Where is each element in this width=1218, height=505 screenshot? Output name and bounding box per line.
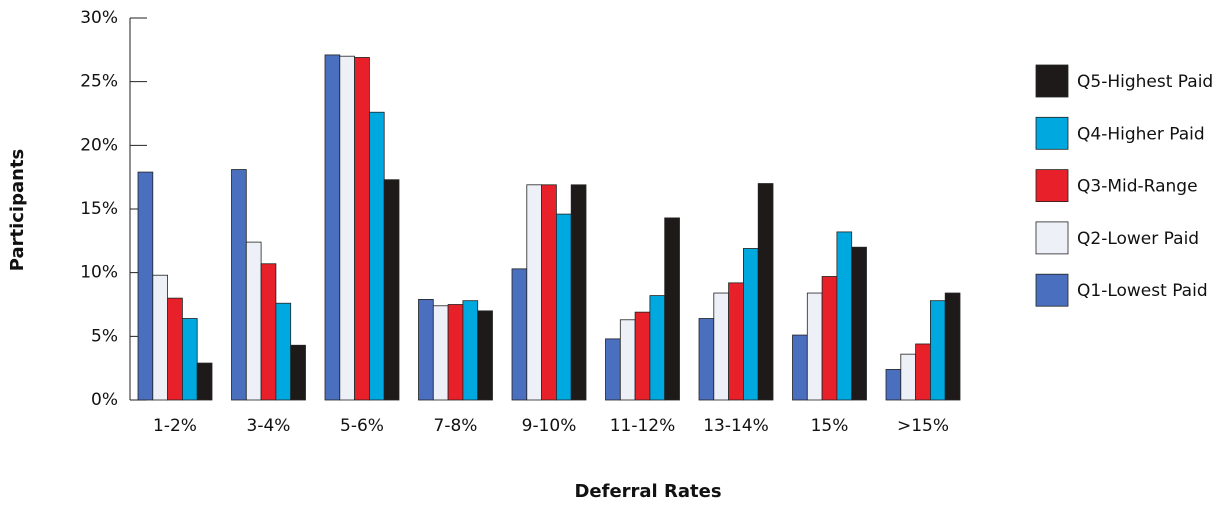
bar — [137, 171, 154, 401]
bar — [900, 353, 916, 401]
legend-swatch — [1035, 273, 1069, 307]
bar — [556, 213, 572, 401]
bar — [664, 217, 680, 401]
bar — [418, 299, 434, 401]
bar — [743, 248, 759, 401]
bar — [885, 369, 902, 401]
bar — [570, 184, 587, 401]
bar — [605, 338, 621, 401]
bar — [447, 304, 464, 401]
bar — [526, 184, 542, 401]
bar — [383, 179, 400, 401]
x-tick-label: 7-8% — [434, 416, 478, 436]
bar — [368, 111, 385, 401]
x-tick-label: 15% — [811, 416, 849, 436]
bar — [698, 318, 715, 401]
x-tick-label: 1-2% — [153, 416, 197, 436]
y-tick-label: 25% — [80, 72, 118, 92]
bar — [713, 292, 729, 401]
bar — [619, 319, 636, 401]
bar — [477, 310, 493, 401]
bar — [792, 334, 808, 401]
x-tick-label: >15% — [897, 416, 949, 436]
bar — [836, 231, 853, 401]
bar — [541, 184, 557, 401]
bar — [851, 246, 867, 401]
legend-swatch — [1035, 221, 1069, 255]
x-axis-title: Deferral Rates — [574, 481, 721, 502]
bar — [462, 300, 479, 401]
bar — [290, 344, 306, 401]
x-tick-label: 3-4% — [247, 416, 291, 436]
bar — [915, 343, 931, 401]
x-tick-label: 11-12% — [610, 416, 676, 436]
legend-label: Q1-Lowest Paid — [1077, 281, 1208, 301]
legend-label: Q5-Highest Paid — [1077, 72, 1213, 92]
bar — [324, 54, 341, 401]
legend-label: Q4-Higher Paid — [1077, 124, 1205, 144]
legend-swatch — [1035, 116, 1069, 150]
legend-label: Q2-Lower Paid — [1077, 229, 1199, 249]
bar — [728, 282, 744, 401]
y-axis-title: Participants — [7, 149, 28, 272]
y-tick-label: 15% — [80, 199, 118, 219]
bar — [432, 305, 449, 401]
y-tick-label: 30% — [80, 8, 118, 28]
y-tick-label: 0% — [91, 390, 118, 410]
bar — [821, 276, 838, 401]
bar — [152, 274, 169, 401]
y-tick-label: 10% — [80, 263, 118, 283]
bar — [757, 183, 774, 401]
bar — [944, 292, 961, 401]
legend-swatch — [1035, 64, 1069, 98]
x-tick-label: 5-6% — [340, 416, 384, 436]
bar — [354, 57, 370, 401]
bar — [649, 295, 666, 401]
bar — [196, 362, 213, 401]
bar — [930, 300, 946, 401]
x-tick-label: 9-10% — [522, 416, 577, 436]
bar — [167, 297, 183, 401]
y-tick-label: 20% — [80, 135, 118, 155]
bar — [806, 292, 823, 401]
legend-swatch — [1035, 169, 1069, 203]
bar — [231, 169, 247, 401]
bar — [181, 318, 198, 401]
bar — [260, 263, 277, 401]
y-tick-label: 5% — [91, 326, 118, 346]
bar — [275, 302, 292, 401]
legend-label: Q3-Mid-Range — [1077, 177, 1198, 197]
bar — [245, 241, 262, 401]
bar — [634, 311, 651, 401]
bar — [339, 55, 355, 401]
bar — [511, 268, 528, 401]
x-tick-label: 13-14% — [703, 416, 769, 436]
